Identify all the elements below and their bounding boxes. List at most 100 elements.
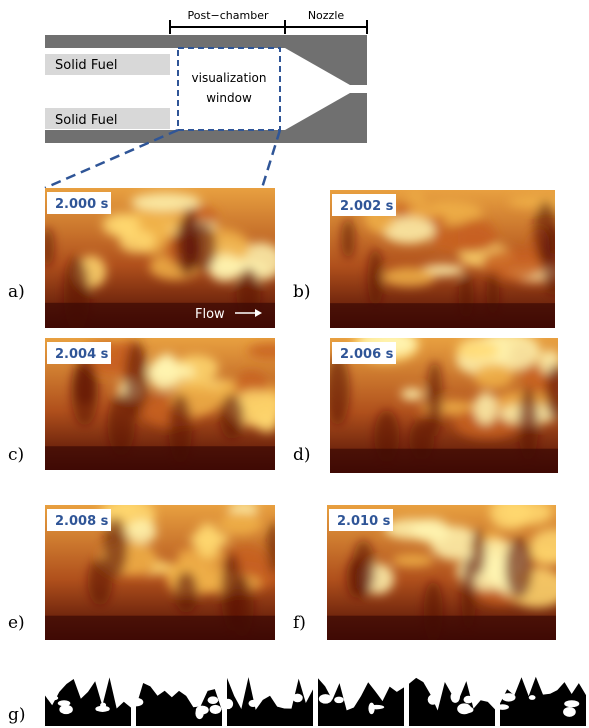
solid-fuel-label: Solid Fuel bbox=[55, 58, 117, 73]
binary-shape bbox=[136, 683, 222, 726]
binary-image bbox=[409, 678, 495, 726]
visualization-window bbox=[178, 48, 280, 130]
flame-image: 2.010 s bbox=[327, 496, 576, 643]
binary-hole bbox=[196, 706, 209, 715]
time-stamp: 2.008 s bbox=[55, 514, 109, 529]
binary-hole bbox=[208, 696, 219, 704]
figure: Post−chamber Nozzle Solid Fuel Solid Fue… bbox=[0, 0, 589, 728]
binary-hole bbox=[459, 706, 473, 713]
panel-label: a) bbox=[8, 282, 25, 302]
dimension-lines bbox=[170, 20, 367, 34]
binary-image bbox=[318, 678, 404, 726]
flame-blob bbox=[407, 204, 448, 218]
flame-blob bbox=[126, 519, 156, 543]
flame-image: 2.006 s bbox=[326, 327, 568, 473]
binary-hole bbox=[47, 696, 58, 701]
dark-streak bbox=[74, 365, 96, 406]
post-chamber-label: Post−chamber bbox=[188, 9, 269, 22]
binary-hole bbox=[564, 700, 579, 707]
window-label: window bbox=[206, 91, 252, 105]
binary-hole bbox=[334, 697, 344, 704]
flame-image: 2.002 s bbox=[330, 190, 573, 328]
flame-blob bbox=[490, 496, 530, 530]
time-stamp: 2.002 s bbox=[340, 199, 394, 214]
panel-label: f) bbox=[293, 613, 306, 633]
panel-label: c) bbox=[8, 445, 24, 465]
flame-image: 2.004 s bbox=[45, 338, 293, 470]
flame-floor bbox=[45, 303, 275, 328]
binary-shape bbox=[409, 678, 495, 726]
dark-streak bbox=[505, 537, 533, 599]
binary-shape bbox=[318, 678, 404, 726]
dark-streak bbox=[326, 355, 350, 425]
dark-streak bbox=[368, 249, 384, 307]
dark-streak bbox=[427, 361, 443, 436]
binary-hole bbox=[451, 691, 460, 703]
dark-streak bbox=[267, 522, 281, 574]
flame-blob bbox=[207, 261, 268, 275]
binary-hole bbox=[563, 707, 576, 717]
binary-shape bbox=[45, 677, 131, 726]
panel-label: d) bbox=[293, 445, 311, 465]
time-stamp: 2.000 s bbox=[55, 197, 109, 212]
binary-hole bbox=[249, 700, 258, 707]
flame-floor bbox=[327, 616, 556, 640]
flame-blob bbox=[401, 388, 424, 400]
binary-hole bbox=[428, 694, 438, 704]
flame-blob bbox=[392, 554, 434, 567]
flame-blob bbox=[384, 519, 442, 540]
flame-blob bbox=[119, 230, 156, 253]
dark-streak bbox=[471, 529, 486, 576]
binary-hole bbox=[496, 704, 509, 710]
flame-blob bbox=[530, 529, 576, 564]
dark-streak bbox=[341, 219, 354, 259]
flame-floor bbox=[45, 446, 275, 470]
panel-label: b) bbox=[293, 282, 311, 302]
flame-blob bbox=[474, 392, 497, 424]
dark-streak bbox=[175, 571, 198, 613]
flame-blob bbox=[474, 363, 513, 389]
binary-hole bbox=[278, 696, 285, 703]
binary-hole bbox=[369, 705, 384, 709]
binary-hole bbox=[502, 693, 516, 701]
flame-blob bbox=[382, 267, 436, 286]
flame-blob bbox=[248, 343, 293, 358]
flame-image: 2.000 s bbox=[41, 188, 284, 332]
binary-hole bbox=[100, 703, 106, 708]
binary-hole bbox=[349, 698, 355, 704]
flame-blob bbox=[195, 523, 220, 559]
binary-image bbox=[223, 677, 313, 726]
binary-image bbox=[45, 677, 131, 726]
binary-hole bbox=[529, 695, 536, 700]
dark-streak bbox=[542, 225, 565, 296]
time-stamp: 2.010 s bbox=[337, 514, 391, 529]
flame-blob bbox=[456, 341, 500, 359]
binary-hole bbox=[319, 694, 332, 703]
flame-floor bbox=[330, 303, 555, 328]
flow-label: Flow bbox=[195, 307, 225, 322]
solid-fuel-label: Solid Fuel bbox=[55, 113, 117, 128]
dark-streak bbox=[545, 364, 567, 421]
flame-floor bbox=[330, 449, 558, 473]
dark-streak bbox=[346, 558, 366, 599]
flame-blob bbox=[146, 363, 195, 381]
binary-hole bbox=[59, 705, 73, 714]
binary-hole bbox=[292, 694, 302, 703]
time-stamp: 2.004 s bbox=[55, 347, 109, 362]
flame-blob bbox=[457, 219, 495, 252]
dark-streak bbox=[220, 394, 244, 439]
flame-floor bbox=[45, 616, 275, 640]
binary-hole bbox=[210, 705, 222, 714]
binary-image bbox=[496, 677, 586, 726]
dark-streak bbox=[190, 222, 216, 271]
flame-blob bbox=[219, 512, 262, 535]
window-label: visualization bbox=[192, 71, 267, 85]
time-stamp: 2.006 s bbox=[340, 347, 394, 362]
binary-image bbox=[130, 683, 222, 726]
panel-label: g) bbox=[8, 705, 26, 725]
binary-hole bbox=[223, 699, 233, 709]
flame-image: 2.008 s bbox=[45, 497, 281, 640]
panel-label: e) bbox=[8, 613, 25, 633]
binary-hole bbox=[130, 698, 144, 706]
nozzle-label: Nozzle bbox=[308, 9, 345, 22]
